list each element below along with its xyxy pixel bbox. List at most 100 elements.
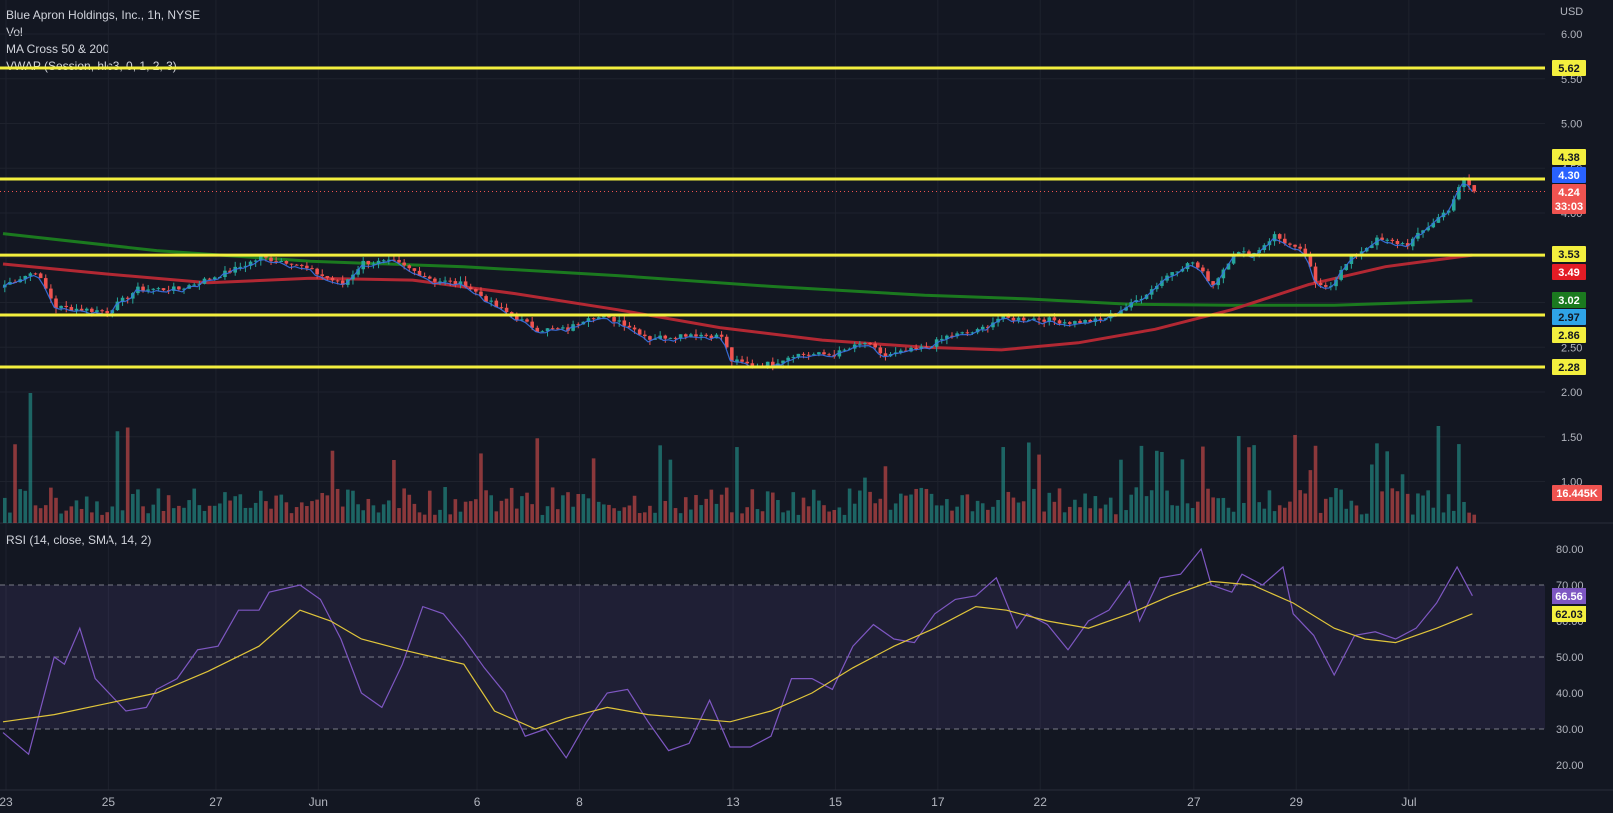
volume-bar: [381, 504, 386, 523]
candle: [945, 335, 949, 339]
volume-bar: [858, 490, 862, 523]
volume-bar: [74, 500, 79, 523]
candle: [125, 297, 130, 299]
candle: [238, 266, 243, 268]
volume-bar: [218, 503, 222, 523]
volume-bar: [376, 512, 381, 523]
candle: [289, 263, 294, 265]
candle: [1211, 281, 1215, 286]
badge-label: 4.38: [1558, 152, 1579, 164]
candle: [730, 347, 734, 362]
candle: [1206, 271, 1210, 282]
volume-bar: [463, 501, 468, 523]
volume-bar: [1313, 445, 1318, 523]
volume-bar: [474, 499, 478, 523]
candle: [1226, 263, 1231, 270]
volume-bar: [986, 509, 990, 523]
candle: [658, 335, 662, 339]
candle: [1405, 243, 1410, 247]
time-axis-tick: 23: [0, 795, 13, 809]
time-axis-tick: 15: [829, 795, 843, 809]
candle: [1016, 317, 1021, 321]
ma-cross-indicator-label[interactable]: MA Cross 50 & 200: [6, 42, 110, 56]
candle: [530, 321, 534, 328]
volume-bar: [1329, 497, 1333, 523]
time-axis-tick: 8: [576, 795, 583, 809]
volume-bar: [960, 495, 965, 523]
volume-bar: [1421, 495, 1425, 523]
candle: [561, 327, 565, 329]
volume-bar: [709, 489, 714, 523]
volume-bar: [847, 488, 852, 523]
candle: [310, 268, 314, 270]
candle: [1472, 185, 1477, 192]
volume-bar: [832, 509, 837, 523]
volume-bar: [842, 514, 847, 523]
candle: [1298, 246, 1302, 249]
volume-bar: [504, 498, 509, 523]
volume-bar: [1334, 488, 1338, 523]
candle: [1242, 251, 1246, 253]
candle: [919, 346, 924, 349]
volume-bar: [1472, 514, 1477, 523]
candle: [100, 310, 104, 312]
volume-bar: [545, 506, 550, 523]
volume-bar: [223, 492, 227, 523]
volume-bar: [1047, 492, 1052, 523]
volume-bar: [402, 488, 406, 523]
volume-bar: [1303, 493, 1308, 523]
volume-bar: [49, 487, 53, 523]
volume-bar: [171, 508, 176, 523]
volume-bar: [1190, 508, 1195, 523]
candle: [376, 260, 381, 264]
candle: [1339, 269, 1343, 280]
volume-bar: [110, 506, 115, 523]
volume-bar: [489, 495, 493, 523]
rsi-indicator-label[interactable]: RSI (14, close, SMA, 14, 2): [6, 533, 152, 547]
volume-bar: [1032, 488, 1036, 523]
volume-bar: [335, 488, 340, 523]
candle: [1088, 320, 1093, 323]
candle: [443, 280, 447, 282]
candle: [54, 298, 58, 309]
candle: [596, 317, 601, 320]
volume-bar: [1283, 507, 1287, 523]
volume-bar: [1252, 445, 1256, 523]
candle: [59, 305, 63, 309]
candle: [371, 263, 376, 265]
volume-bar: [340, 506, 345, 523]
volume-indicator-label[interactable]: Vol: [6, 25, 23, 39]
volume-bar: [627, 505, 632, 523]
candle: [381, 260, 386, 262]
candle: [305, 265, 309, 269]
volume-bar: [1216, 498, 1221, 523]
volume-bar: [643, 512, 647, 523]
volume-bar: [448, 514, 453, 523]
candle: [632, 327, 637, 330]
badge-bg: [1552, 60, 1586, 77]
candle: [1313, 266, 1318, 283]
candle: [806, 354, 811, 356]
candle: [939, 338, 944, 340]
volume-bar: [243, 507, 248, 523]
volume-bar: [120, 510, 125, 523]
volume-bar: [23, 490, 28, 523]
volume-bar: [1021, 501, 1026, 523]
volume-bar: [1062, 512, 1067, 523]
volume-bar: [238, 494, 243, 523]
candle: [914, 347, 918, 349]
badge-bg: [1552, 309, 1586, 325]
candle: [274, 261, 278, 263]
rsi-ma-line: [2, 580, 1473, 730]
volume-bar: [8, 512, 12, 523]
volume-bar: [786, 510, 790, 523]
price-badge-level: 2.28: [1552, 358, 1586, 375]
badge-label: 3.02: [1558, 295, 1579, 307]
volume-bar: [248, 507, 253, 523]
volume-bar: [1446, 494, 1451, 523]
volume-bar: [699, 505, 703, 523]
badge-bg: [1552, 327, 1586, 343]
volume-bar: [177, 505, 181, 523]
candle: [1380, 237, 1384, 240]
